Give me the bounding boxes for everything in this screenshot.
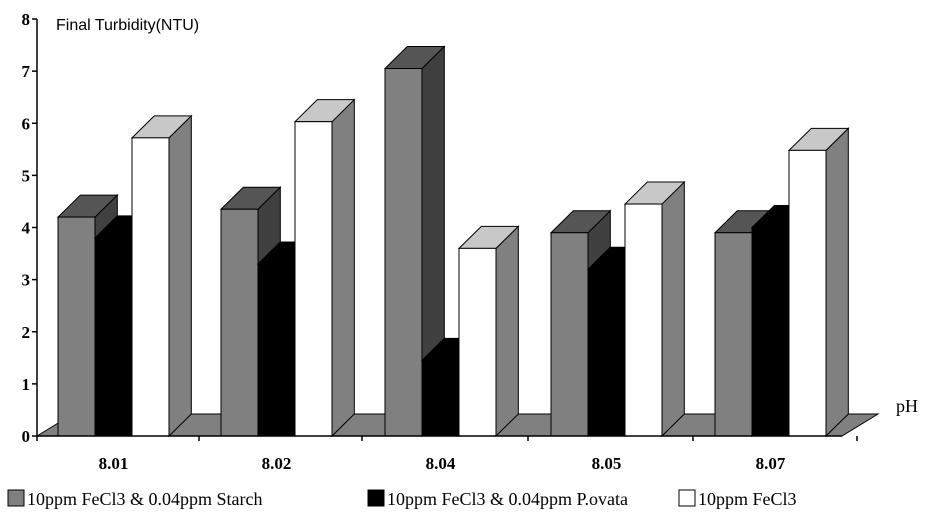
bar xyxy=(130,114,193,438)
y-tick-label: 1 xyxy=(22,375,31,394)
legend-swatch xyxy=(7,489,25,507)
bar xyxy=(787,127,850,438)
bar-front-face xyxy=(220,208,259,437)
x-tick-label: 8.07 xyxy=(756,454,786,473)
bar-front-face xyxy=(257,263,296,437)
bar-side-face xyxy=(661,180,685,438)
bar xyxy=(293,98,356,438)
bar xyxy=(457,225,520,438)
x-tick-label: 8.05 xyxy=(592,454,622,473)
bar-front-face xyxy=(458,247,497,437)
bar-front-face xyxy=(714,232,753,437)
bar-front-face xyxy=(624,203,663,437)
y-tick-label: 8 xyxy=(22,10,31,29)
x-tick-label: 8.02 xyxy=(262,454,292,473)
bar-front-face xyxy=(751,227,790,437)
bar-front-face xyxy=(384,68,423,437)
bar-front-face xyxy=(94,237,133,437)
bar-side-face xyxy=(495,225,519,438)
legend-label: 10ppm FeCl3 xyxy=(698,489,797,509)
bar-side-face xyxy=(331,98,355,438)
y-tick-label: 7 xyxy=(22,62,31,81)
bar-front-face xyxy=(131,137,170,437)
x-tick-label: 8.01 xyxy=(99,454,129,473)
legend-item: 10ppm FeCl3 & 0.04ppm P.ovata xyxy=(367,489,628,509)
y-tick-label: 0 xyxy=(22,427,31,446)
bar-side-face xyxy=(168,114,192,438)
y-tick-label: 3 xyxy=(22,271,31,290)
bar-front-face xyxy=(788,149,827,437)
bar-front-face xyxy=(294,121,333,437)
y-tick-label: 2 xyxy=(22,323,31,342)
y-tick-label: 6 xyxy=(22,114,31,133)
legend-label: 10ppm FeCl3 & 0.04ppm P.ovata xyxy=(387,489,628,509)
legend-label: 10ppm FeCl3 & 0.04ppm Starch xyxy=(27,489,263,509)
bar-front-face xyxy=(587,268,626,437)
legend-item: 10ppm FeCl3 xyxy=(678,489,797,509)
x-tick-label: 8.04 xyxy=(426,454,456,473)
bar-front-face xyxy=(550,232,589,437)
legend-item: 10ppm FeCl3 & 0.04ppm Starch xyxy=(7,489,263,509)
y-tick-label: 4 xyxy=(22,219,31,238)
y-tick-label: 5 xyxy=(22,166,31,185)
bar-front-face xyxy=(421,359,460,437)
legend: 10ppm FeCl3 & 0.04ppm Starch 10ppm FeCl3 … xyxy=(7,489,797,509)
x-axis-title: pH xyxy=(896,396,918,416)
bar-side-face xyxy=(825,127,849,438)
bar xyxy=(623,180,686,438)
axes: 0 1 2 3 4 5 6 7 8 8.01 8.02 8.04 8.05 8.07 xyxy=(22,10,858,473)
bar-group xyxy=(56,45,850,438)
legend-swatch xyxy=(678,489,696,507)
legend-swatch xyxy=(367,489,385,507)
bar-front-face xyxy=(57,216,96,437)
y-axis-title: Final Turbidity(NTU) xyxy=(56,17,199,34)
